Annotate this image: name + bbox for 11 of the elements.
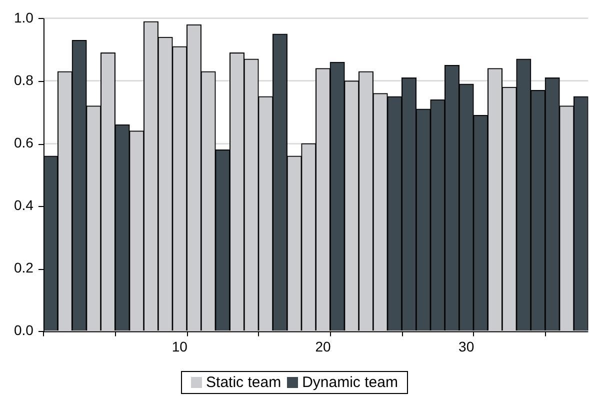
- y-tick-label: 1.0: [14, 9, 34, 26]
- x-tick-label: 30: [458, 338, 474, 354]
- y-tick-label: 0.8: [14, 72, 34, 88]
- legend-label: Static team: [206, 374, 282, 391]
- y-tick-label: 0.0: [14, 322, 34, 338]
- y-tick-label: 0.4: [14, 196, 34, 213]
- legend-label: Dynamic team: [302, 374, 398, 391]
- y-tick-label: 0.6: [14, 134, 34, 150]
- y-tick-label: 0.2: [14, 260, 34, 276]
- x-tick-label: 20: [315, 338, 331, 354]
- x-tick-label: 10: [172, 338, 188, 354]
